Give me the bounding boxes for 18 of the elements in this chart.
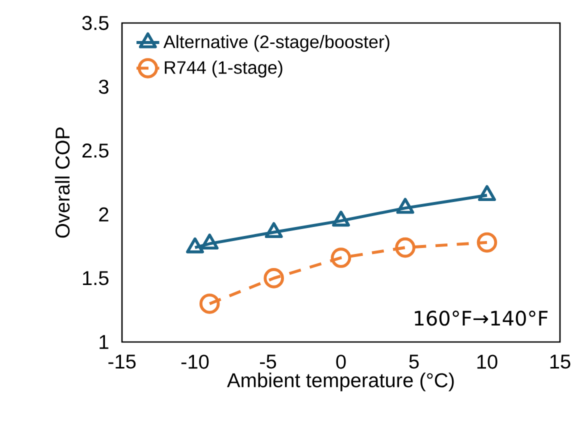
- y-tick-label: 2: [99, 207, 108, 222]
- y-tick-label: 1: [100, 335, 108, 349]
- y-tick-label: 2.5: [82, 144, 108, 158]
- y-tick-label: 1.5: [83, 271, 108, 286]
- annotation: 160°F→140°F: [414, 310, 548, 326]
- y-axis-title: Overall COP: [54, 127, 70, 238]
- x-tick-label: -5: [260, 354, 276, 369]
- x-tick-label: -10: [181, 354, 209, 369]
- legend-label: R744 (1-stage): [164, 60, 282, 78]
- x-tick-label: 0: [336, 354, 346, 369]
- x-axis-title: Ambient temperature (°C): [227, 372, 454, 392]
- legend-label: Alternative (2-stage/booster): [163, 34, 390, 52]
- y-tick-label: 3: [98, 80, 108, 94]
- y-tick-label: 3.5: [82, 16, 108, 30]
- x-tick-label: -15: [108, 354, 136, 369]
- x-tick-label: 5: [409, 354, 419, 369]
- x-tick-label: 15: [550, 354, 570, 369]
- x-tick-label: 10: [477, 354, 498, 369]
